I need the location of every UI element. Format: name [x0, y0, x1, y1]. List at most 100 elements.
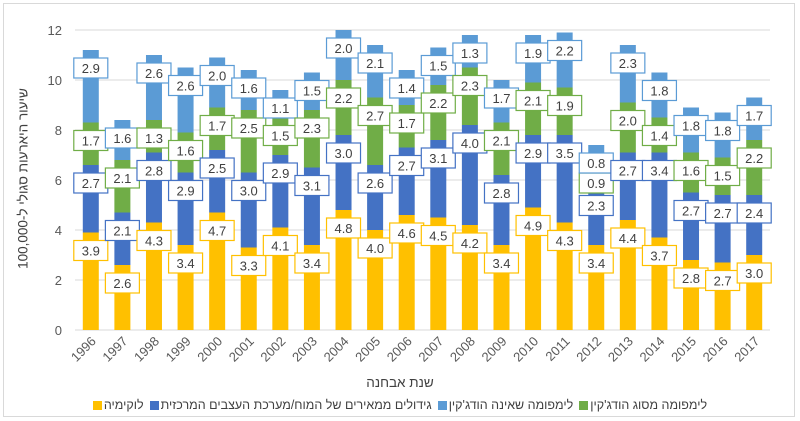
data-label-box: [547, 229, 583, 252]
x-tick-label: 2008: [447, 334, 478, 365]
data-label-box: [294, 117, 330, 139]
data-label: 2.7: [398, 159, 416, 174]
data-label-box: [231, 254, 267, 277]
data-label: 3.4: [492, 256, 510, 271]
data-label: 3.1: [429, 151, 447, 166]
data-label: 1.8: [714, 124, 732, 139]
data-label-box: [73, 57, 109, 79]
data-label-box: [547, 39, 583, 62]
data-label-box: [452, 42, 488, 64]
data-label: 4.4: [619, 231, 637, 246]
data-label-box: [357, 237, 393, 259]
data-label-box: [262, 234, 298, 257]
data-label-box: [73, 239, 109, 262]
data-label: 2.7: [366, 109, 384, 124]
data-label: 4.0: [461, 136, 479, 151]
data-label: 3.4: [303, 256, 321, 271]
x-tick-label: 2000: [194, 334, 225, 365]
legend-swatch: [149, 400, 159, 410]
data-label: 3.4: [587, 256, 605, 271]
data-label: 1.6: [682, 164, 700, 179]
data-label-box: [136, 62, 172, 84]
data-label: 1.6: [177, 144, 195, 159]
data-label-box: [547, 94, 583, 117]
data-label-box: [578, 194, 614, 217]
data-label-box: [199, 157, 235, 179]
data-label-box: [357, 172, 393, 194]
data-label: 0.8: [587, 156, 605, 171]
data-label: 1.8: [682, 119, 700, 134]
data-label: 2.2: [556, 44, 574, 59]
data-label: 1.5: [303, 84, 321, 99]
data-label: 1.7: [745, 109, 763, 124]
data-label: 4.7: [208, 224, 226, 239]
legend-item: גידולים ממאירים של המוח/מערכת העצבים המר…: [149, 398, 432, 412]
chart-frame: [3, 3, 795, 417]
data-label-box: [294, 174, 330, 197]
data-label: 2.0: [208, 69, 226, 84]
data-label: 2.6: [145, 66, 163, 81]
data-label: 1.7: [492, 91, 510, 106]
data-label: 1.3: [145, 131, 163, 146]
data-label-box: [136, 229, 172, 252]
data-label: 2.8: [145, 164, 163, 179]
legend-item: לימפומה מסוג הודג'קין: [579, 398, 707, 412]
legend-swatch: [579, 400, 589, 410]
y-tick-label: 2: [55, 273, 62, 288]
bar-segment: [335, 210, 352, 330]
data-label: 4.3: [556, 234, 574, 249]
data-label-box: [483, 182, 520, 204]
legend-label: לימפומה מסוג הודג'קין: [590, 398, 708, 412]
legend-label: גידולים ממאירים של המוח/מערכת העצבים המר…: [160, 398, 432, 412]
x-tick-label: 1997: [99, 334, 130, 365]
data-label: 2.6: [113, 276, 131, 291]
data-label-box: [262, 162, 298, 184]
data-label: 2.3: [619, 56, 637, 71]
data-label: 2.7: [619, 164, 637, 179]
data-label: 2.1: [492, 134, 510, 149]
x-tick-label: 2006: [384, 334, 415, 365]
legend: לימפומה מסוג הודג'קין לימפומה שאינה הודג'…: [0, 398, 800, 412]
data-label: 3.0: [334, 146, 352, 161]
data-label-box: [452, 232, 488, 254]
data-label-box: [610, 52, 646, 74]
x-tick-label: 1999: [163, 334, 194, 365]
data-label: 4.3: [145, 234, 163, 249]
data-label: 4.2: [461, 236, 479, 251]
data-label: 2.1: [366, 56, 384, 71]
data-label: 3.9: [82, 244, 100, 259]
data-label: 1.9: [556, 99, 574, 114]
data-label-box: [483, 129, 520, 152]
data-label: 0.9: [587, 176, 605, 191]
legend-swatch: [437, 400, 447, 410]
data-label-box: [325, 142, 362, 164]
data-label-box: [736, 104, 772, 127]
y-tick-label: 10: [48, 73, 62, 88]
data-label: 2.1: [113, 171, 131, 186]
data-label-box: [357, 52, 393, 74]
data-label-box: [389, 112, 425, 134]
data-label-box: [325, 217, 362, 239]
data-label: 2.0: [619, 114, 637, 129]
data-label-box: [104, 272, 140, 294]
data-label-box: [389, 77, 425, 99]
x-tick-label: 2017: [731, 334, 762, 365]
data-label: 3.4: [177, 256, 195, 271]
data-label: 3.4: [650, 164, 668, 179]
data-label-box: [167, 139, 204, 162]
x-tick-label: 2015: [668, 334, 699, 365]
x-tick-label: 2016: [700, 334, 731, 365]
x-tick-label: 2012: [573, 334, 604, 365]
data-label-box: [136, 127, 172, 149]
data-label: 1.7: [82, 134, 100, 149]
data-label-box: [420, 54, 456, 77]
data-label-box: [705, 119, 741, 142]
bar-segment: [398, 215, 415, 330]
data-label: 1.4: [650, 129, 668, 144]
y-tick-label: 4: [55, 223, 62, 238]
legend-item: לימפומה שאינה הודג'קין: [437, 398, 573, 412]
x-tick-label: 2011: [542, 334, 572, 364]
data-label-box: [641, 244, 678, 267]
data-label: 2.2: [429, 96, 447, 111]
